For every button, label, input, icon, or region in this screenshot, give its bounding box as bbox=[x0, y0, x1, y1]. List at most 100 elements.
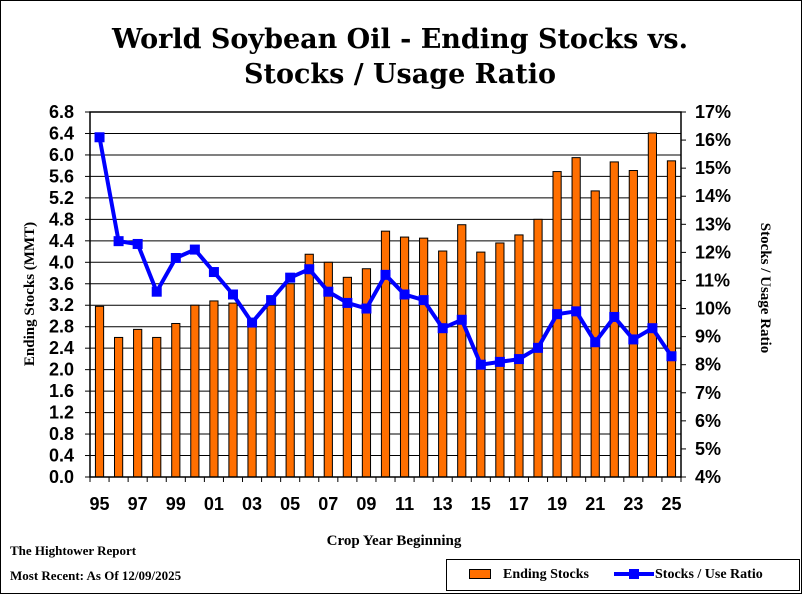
right-axis-tick-label: 16% bbox=[695, 130, 731, 150]
bar-ending-stocks bbox=[171, 322, 181, 478]
legend: Ending Stocks Stocks / Use Ratio bbox=[446, 559, 800, 591]
right-axis-tick-label: 9% bbox=[695, 327, 721, 347]
right-axis-tick-label: 6% bbox=[695, 411, 721, 431]
point-stocks-use-ratio bbox=[475, 359, 486, 370]
point-stocks-use-ratio bbox=[418, 295, 429, 306]
point-stocks-use-ratio bbox=[590, 337, 601, 348]
point-stocks-use-ratio bbox=[437, 323, 448, 334]
bar-ending-stocks bbox=[133, 328, 143, 478]
bar-series bbox=[94, 132, 677, 478]
point-stocks-use-ratio bbox=[666, 351, 677, 362]
point-stocks-use-ratio bbox=[552, 309, 563, 320]
bar-ending-stocks bbox=[457, 224, 467, 478]
left-axis-tick-label: 6.8 bbox=[49, 102, 74, 122]
point-stocks-use-ratio bbox=[399, 289, 410, 300]
left-axis-tick-label: 2.0 bbox=[49, 360, 74, 380]
right-axis-ticks: 4% 5% 6% 7% 8% 9% 10% 11% 12% 13% 14% 15% 16% 17% bbox=[681, 102, 731, 487]
bar-ending-stocks bbox=[228, 302, 238, 478]
right-axis-tick-label: 11% bbox=[695, 270, 730, 290]
chart-title-line-1: World Soybean Oil - Ending Stocks vs. bbox=[112, 24, 688, 55]
legend-swatch-line bbox=[614, 569, 654, 579]
x-axis-label: Crop Year Beginning bbox=[327, 533, 462, 549]
point-stocks-use-ratio bbox=[342, 297, 353, 308]
x-axis-tick-label: 95 bbox=[90, 494, 110, 514]
point-stocks-use-ratio bbox=[304, 264, 315, 275]
bar-ending-stocks bbox=[438, 250, 448, 478]
y-axis-label: Ending Stocks (MMT) bbox=[22, 222, 38, 366]
left-axis-tick-label: 2.4 bbox=[49, 338, 74, 358]
point-stocks-use-ratio bbox=[361, 303, 372, 314]
left-axis-tick-label: 1.2 bbox=[49, 403, 74, 423]
point-stocks-use-ratio bbox=[513, 354, 524, 365]
left-axis-tick-label: 5.2 bbox=[49, 188, 74, 208]
right-axis-tick-label: 15% bbox=[695, 158, 731, 178]
point-stocks-use-ratio bbox=[609, 311, 620, 322]
y2-axis-label: Stocks / Usage Ratio bbox=[757, 223, 773, 353]
point-stocks-use-ratio bbox=[285, 272, 296, 283]
left-axis-tick-label: 3.6 bbox=[49, 274, 74, 294]
bar-ending-stocks bbox=[552, 171, 562, 478]
bar-ending-stocks bbox=[399, 236, 410, 478]
x-axis-tick-label: 01 bbox=[204, 494, 224, 514]
point-stocks-use-ratio bbox=[170, 253, 181, 263]
left-axis-tick-label: 5.6 bbox=[49, 166, 74, 186]
left-axis-tick-label: 4.8 bbox=[49, 209, 74, 229]
x-axis-tick-label: 21 bbox=[585, 494, 605, 514]
x-axis-tick-label: 97 bbox=[128, 494, 148, 514]
x-axis-tick-label: 05 bbox=[280, 494, 300, 514]
x-axis-tick-label: 13 bbox=[433, 494, 453, 514]
right-axis-tick-label: 12% bbox=[695, 242, 731, 262]
point-stocks-use-ratio bbox=[533, 342, 544, 353]
left-axis-tick-label: 0.8 bbox=[49, 424, 74, 444]
left-axis-tick-label: 4.4 bbox=[49, 231, 74, 251]
point-stocks-use-ratio bbox=[94, 132, 105, 143]
point-stocks-use-ratio bbox=[380, 269, 391, 280]
x-axis-tick-label: 25 bbox=[661, 494, 681, 514]
right-axis-tick-label: 13% bbox=[695, 214, 731, 234]
bar-ending-stocks bbox=[666, 160, 677, 478]
x-axis-tick-label: 23 bbox=[623, 494, 643, 514]
bar-ending-stocks bbox=[647, 132, 658, 478]
point-stocks-use-ratio bbox=[266, 295, 277, 306]
left-axis-tick-label: 6.4 bbox=[49, 123, 74, 143]
point-stocks-use-ratio bbox=[113, 236, 124, 247]
bar-ending-stocks bbox=[209, 300, 219, 478]
x-axis-ticks: 95 97 99 01 03 05 07 09 11 13 15 17 19 21 23 25 bbox=[89, 477, 682, 514]
x-axis-tick-label: 99 bbox=[166, 494, 186, 514]
x-axis-tick-label: 03 bbox=[242, 494, 262, 514]
point-stocks-use-ratio bbox=[132, 238, 143, 249]
point-stocks-use-ratio bbox=[571, 306, 582, 317]
bar-ending-stocks bbox=[628, 170, 638, 478]
bar-ending-stocks bbox=[152, 336, 162, 478]
point-stocks-use-ratio bbox=[494, 356, 505, 367]
legend-label-bars: Ending Stocks bbox=[503, 567, 589, 582]
point-stocks-use-ratio bbox=[647, 323, 658, 334]
point-stocks-use-ratio bbox=[208, 267, 219, 278]
x-axis-tick-label: 15 bbox=[471, 494, 491, 514]
chart-title: World Soybean Oil - Ending Stocks vs. St… bbox=[90, 22, 710, 92]
right-axis-tick-label: 17% bbox=[695, 102, 731, 122]
left-axis-tick-label: 3.2 bbox=[49, 295, 74, 315]
bar-ending-stocks bbox=[266, 304, 276, 478]
x-axis-tick-label: 19 bbox=[547, 494, 567, 514]
right-axis-tick-label: 10% bbox=[695, 299, 731, 319]
left-axis-tick-label: 0.4 bbox=[49, 446, 74, 466]
legend-swatch-bars bbox=[469, 569, 491, 579]
right-axis-tick-label: 8% bbox=[695, 355, 721, 375]
right-axis-tick-label: 7% bbox=[695, 383, 721, 403]
legend-label-line: Stocks / Use Ratio bbox=[655, 567, 763, 582]
bar-ending-stocks bbox=[94, 305, 105, 478]
bar-ending-stocks bbox=[304, 253, 314, 478]
point-stocks-use-ratio bbox=[227, 289, 238, 300]
x-axis-tick-label: 17 bbox=[509, 494, 529, 514]
left-axis-tick-label: 4.0 bbox=[49, 252, 74, 272]
point-stocks-use-ratio bbox=[323, 286, 334, 297]
point-stocks-use-ratio bbox=[189, 244, 200, 255]
x-axis-tick-label: 11 bbox=[395, 494, 414, 514]
chart-title-line-2: Stocks / Usage Ratio bbox=[244, 59, 556, 90]
point-stocks-use-ratio bbox=[151, 286, 162, 297]
x-axis-tick-label: 09 bbox=[356, 494, 376, 514]
left-axis-tick-label: 2.8 bbox=[49, 317, 74, 337]
x-axis-tick-label: 07 bbox=[318, 494, 338, 514]
